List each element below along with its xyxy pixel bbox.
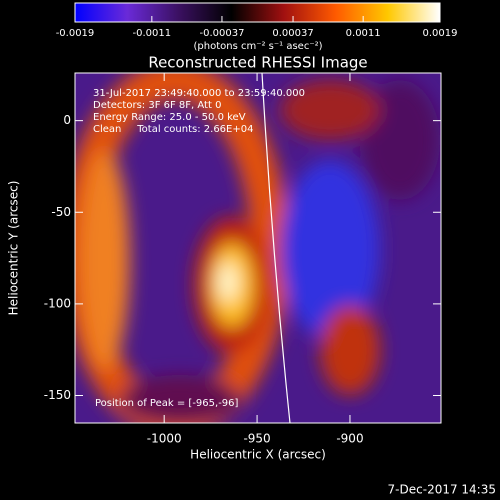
heatmap (75, 73, 441, 423)
colorbar (74, 2, 441, 23)
annotation: 31-Jul-2017 23:49:40.000 to 23:59:40.000 (93, 88, 305, 99)
colorbar-label: (photons cm⁻² s⁻¹ asec⁻²) (193, 41, 322, 52)
annotation: Energy Range: 25.0 - 50.0 keV (93, 112, 246, 123)
y-tick-label: -150 (44, 388, 71, 402)
solar-limb (261, 73, 291, 423)
annotation: Clean Total counts: 2.66E+04 (93, 124, 253, 135)
colorbar-tick-label: -0.00037 (199, 28, 244, 39)
chart-title: Reconstructed RHESSI Image (148, 54, 367, 72)
x-tick-label: -900 (336, 432, 363, 446)
x-tick-label: -1000 (147, 432, 182, 446)
y-axis-label: Heliocentric Y (arcsec) (7, 181, 21, 316)
y-tick-label: -50 (51, 205, 71, 219)
colorbar-tick-label: -0.0019 (56, 28, 95, 39)
colorbar-tick-label: 0.0011 (346, 28, 381, 39)
y-tick-label: 0 (63, 113, 71, 127)
colorbar-tick-label: -0.0011 (133, 28, 172, 39)
y-tick-label: -100 (44, 296, 71, 310)
x-tick-label: -950 (243, 432, 270, 446)
x-axis-label: Heliocentric X (arcsec) (190, 448, 326, 462)
plot-frame (74, 72, 442, 424)
colorbar-tick-label: 0.0019 (423, 28, 458, 39)
footer: 7-Dec-2017 14:35 (388, 483, 496, 497)
colorbar-tick-label: 0.00037 (272, 28, 313, 39)
annotation: Detectors: 3F 6F 8F, Att 0 (93, 100, 221, 111)
peak-label: Position of Peak = [-965,-96] (95, 398, 239, 409)
